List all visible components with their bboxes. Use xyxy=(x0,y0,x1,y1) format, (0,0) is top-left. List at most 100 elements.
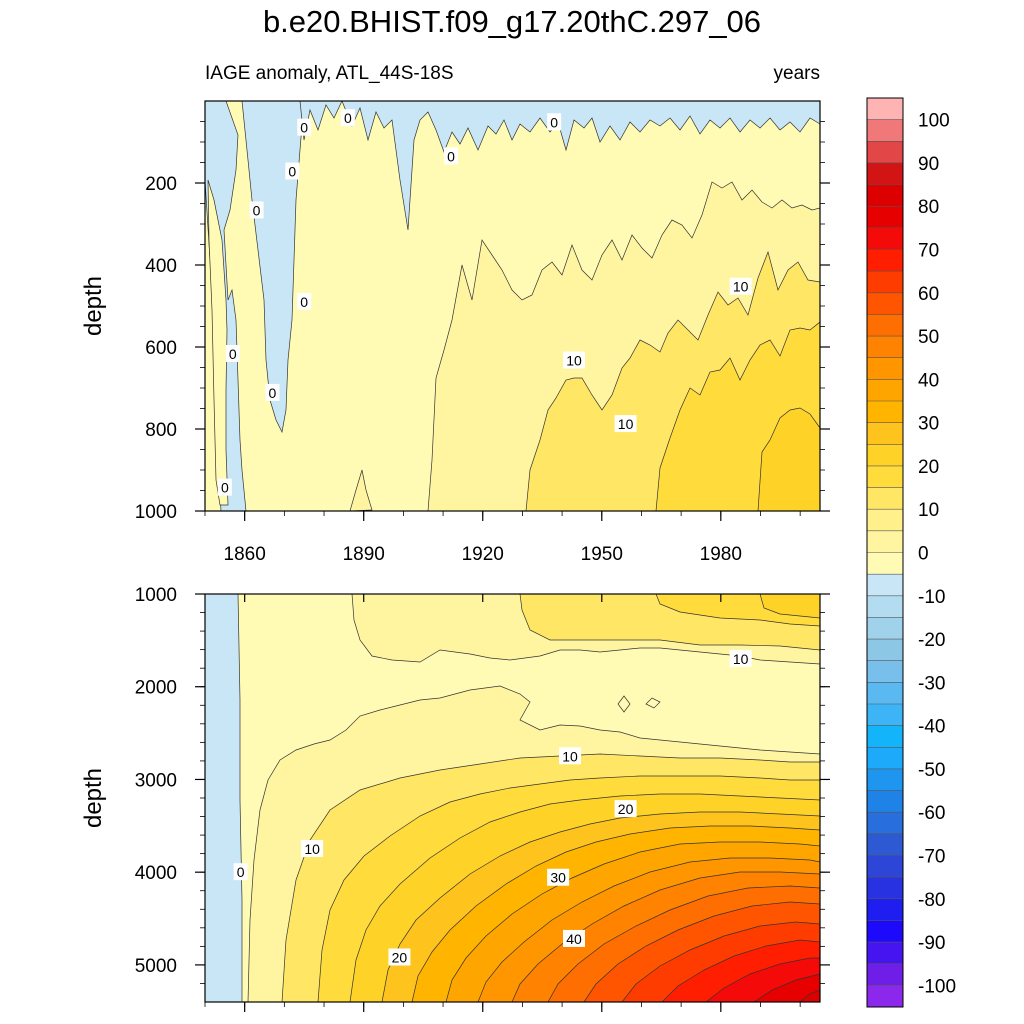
colorbar-label: -20 xyxy=(918,630,945,651)
colorbar-swatch xyxy=(867,98,903,121)
colorbar-label: 40 xyxy=(918,370,939,391)
colorbar-swatch xyxy=(867,790,903,813)
contour-label-text: 0 xyxy=(269,385,277,401)
contour-label-text: 10 xyxy=(618,416,634,432)
colorbar-swatch xyxy=(867,422,903,445)
upper-band-negative-streak xyxy=(241,101,305,434)
contour-label-box xyxy=(614,415,637,433)
upper-ylabel: depth xyxy=(80,276,107,336)
contour-label-box xyxy=(563,929,585,947)
lower-contour-small-loop-a xyxy=(617,695,631,713)
contour-label-text: 40 xyxy=(566,931,582,947)
lower-ylabel: depth xyxy=(80,768,107,828)
contour-label: 30 xyxy=(547,868,570,886)
contour-label: 10 xyxy=(614,415,637,433)
contour-label-text: 20 xyxy=(392,949,408,965)
colorbar-label: 80 xyxy=(918,197,939,218)
contour-label-box xyxy=(265,383,280,401)
contour-label: 10 xyxy=(729,649,752,667)
upper-y-tick-label: 200 xyxy=(145,174,177,195)
contour-label: 0 xyxy=(249,201,264,219)
contour-label-box xyxy=(285,162,300,180)
contour-label-box xyxy=(225,344,240,362)
lower-contour-labels: 0 10 10 10 20 20 30 40 xyxy=(233,649,752,966)
colorbar-label: 30 xyxy=(918,414,939,435)
contour-label-box xyxy=(444,147,458,165)
colorbar-swatch xyxy=(867,877,903,900)
colorbar-label: 60 xyxy=(918,284,939,305)
lower-y-tick-label: 1000 xyxy=(135,585,177,606)
contour-label-box xyxy=(249,201,264,219)
contour-label-text: 10 xyxy=(562,748,578,764)
colorbar-swatch xyxy=(867,725,903,748)
colorbar-frame xyxy=(866,97,904,1008)
contour-label-text: 0 xyxy=(300,294,308,310)
contour-label-box xyxy=(614,800,637,818)
contour-label: 0 xyxy=(285,162,300,180)
contour-label-text: 10 xyxy=(733,651,749,667)
contour-label: 0 xyxy=(340,109,355,127)
x-axis: 1860 1890 1920 1950 1980 xyxy=(204,511,801,1012)
contour-label-text: 0 xyxy=(237,864,245,880)
upper-y-tick-label: 600 xyxy=(145,338,177,359)
contour-label-box xyxy=(217,478,232,496)
upper-y-tick-label: 1000 xyxy=(135,502,177,523)
lower-band-20-25-top xyxy=(759,594,820,619)
chart-subtitle-units: years xyxy=(773,63,820,84)
colorbar-label: 90 xyxy=(918,154,939,175)
contour-label-box xyxy=(547,113,562,131)
contour-label: 0 xyxy=(444,147,458,165)
colorbar-label: -100 xyxy=(918,976,956,997)
contour-label: 10 xyxy=(301,840,324,857)
contour-label-text: 10 xyxy=(733,279,749,295)
colorbar-swatch xyxy=(867,660,903,683)
colorbar-swatch xyxy=(867,314,903,337)
contour-label: 0 xyxy=(297,292,312,310)
lower-y-axis: 1000 2000 3000 4000 5000 xyxy=(135,585,830,984)
contour-label-text: 30 xyxy=(550,870,566,886)
contour-label-text: 10 xyxy=(566,353,582,369)
colorbar-swatch xyxy=(867,898,903,921)
chart-title: b.e20.BHIST.f09_g17.20thC.297_06 xyxy=(262,4,762,39)
lower-y-tick-label: 2000 xyxy=(135,678,177,699)
colorbar-swatch xyxy=(867,833,903,856)
upper-band-negative-left-gap xyxy=(207,179,229,506)
colorbar-swatch xyxy=(867,379,903,402)
colorbar-swatch xyxy=(867,292,903,315)
contour-label-box xyxy=(547,868,570,886)
lower-y-tick-label: 4000 xyxy=(135,863,177,884)
chart-subtitle-left: IAGE anomaly, ATL_44S-18S xyxy=(205,63,454,84)
colorbar-swatch xyxy=(867,920,903,943)
lower-y-tick-label: 5000 xyxy=(135,956,177,977)
contour-label-text: 0 xyxy=(550,114,558,130)
contour-label: 20 xyxy=(388,948,411,966)
colorbar-swatch xyxy=(867,184,903,207)
upper-y-tick-label: 400 xyxy=(145,256,177,277)
contour-label: 0 xyxy=(297,118,312,136)
colorbar-label: 100 xyxy=(918,111,950,132)
lower-y-tick-label: 3000 xyxy=(135,770,177,791)
contour-label-text: 10 xyxy=(304,841,320,857)
contour-label: 10 xyxy=(729,277,752,295)
contour-label-box xyxy=(340,109,355,127)
lower-band-negative-column xyxy=(205,594,243,1002)
contour-label-text: 0 xyxy=(344,110,352,126)
contour-label: 0 xyxy=(265,383,280,401)
lower-contour-small-loop-b xyxy=(645,697,661,709)
colorbar-swatch xyxy=(867,357,903,380)
colorbar-swatch xyxy=(867,444,903,467)
contour-label: 20 xyxy=(614,800,637,818)
colorbar-swatch xyxy=(867,487,903,510)
colorbar-swatch xyxy=(867,595,903,618)
contour-label-text: 20 xyxy=(618,801,634,817)
colorbar-swatch xyxy=(867,812,903,835)
colorbar-swatch xyxy=(867,747,903,770)
contour-label: 0 xyxy=(233,863,248,881)
colorbar-swatch xyxy=(867,963,903,986)
colorbar-swatch xyxy=(867,682,903,705)
colorbar-swatch xyxy=(867,401,903,424)
colorbar: 1009080706050403020100-10-20-30-40-50-60… xyxy=(866,97,956,1008)
contour-label-box xyxy=(301,840,324,857)
colorbar-swatch xyxy=(867,336,903,359)
